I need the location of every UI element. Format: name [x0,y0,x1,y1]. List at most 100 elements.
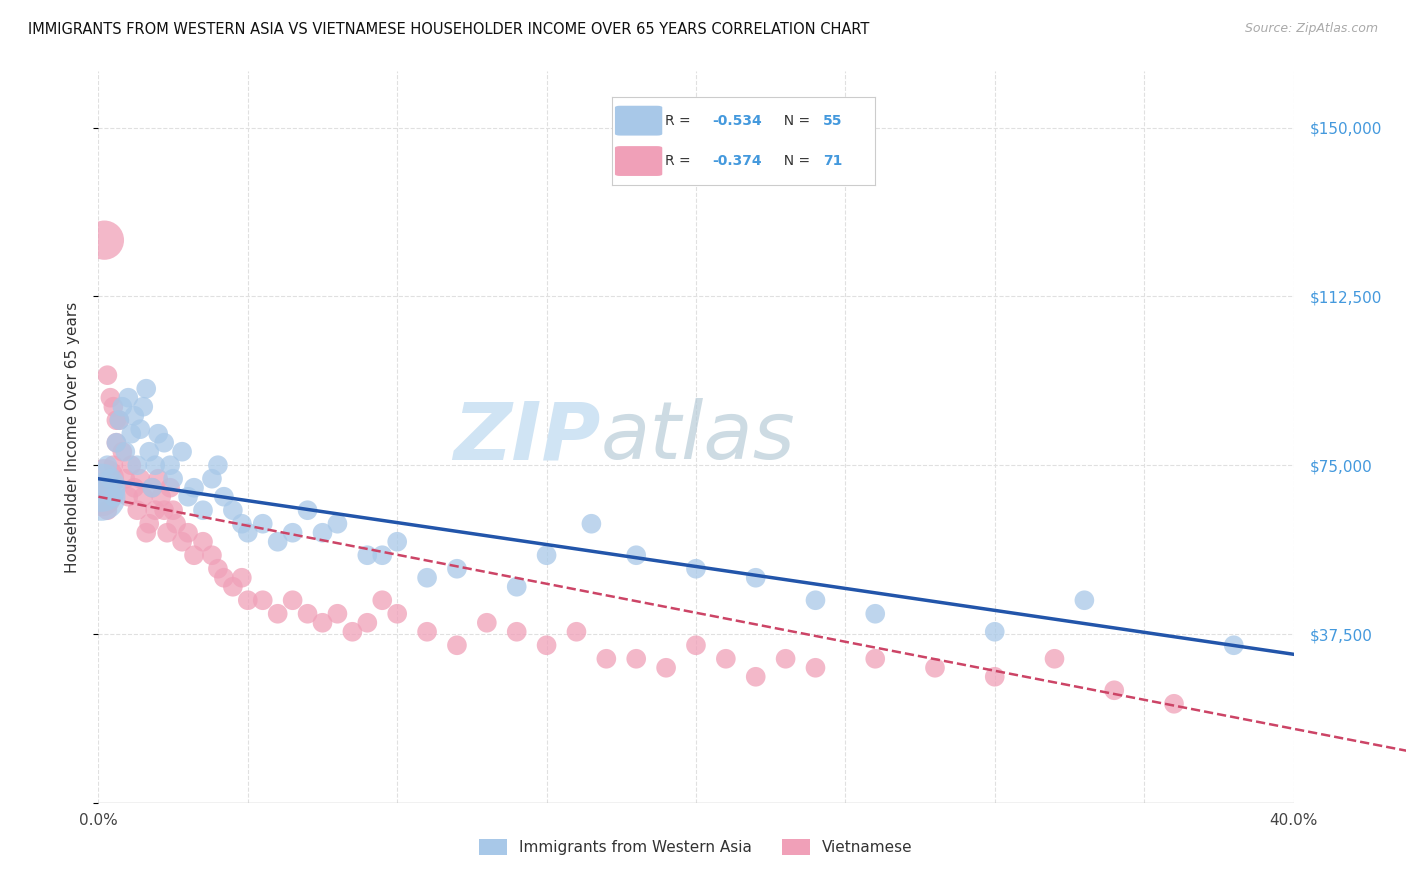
Point [129,422,152,436]
Point [311,525,333,540]
Point [135,525,157,540]
Point [201,548,224,562]
Point [207,458,229,473]
Point [475,615,498,630]
Point [90,490,112,504]
Point [162,472,184,486]
Point [201,472,224,486]
Point [326,516,349,531]
Point [356,548,378,562]
Point [177,490,200,504]
Text: IMMIGRANTS FROM WESTERN ASIA VS VIETNAMESE HOUSEHOLDER INCOME OVER 65 YEARS CORR: IMMIGRANTS FROM WESTERN ASIA VS VIETNAME… [28,22,869,37]
Point [111,400,134,414]
Point [165,516,187,531]
Y-axis label: Householder Income Over 65 years: Householder Income Over 65 years [65,301,80,573]
Point [183,481,205,495]
Point [103,490,125,504]
Point [446,638,468,652]
Point [172,534,194,549]
Point [138,444,160,458]
Point [984,624,1007,639]
Point [1223,638,1246,652]
Point [446,562,468,576]
Point [96,368,118,383]
Point [865,607,887,621]
Point [96,503,118,517]
Point [148,472,170,486]
Point [565,624,588,639]
Point [183,548,205,562]
Point [212,490,235,504]
Point [685,562,707,576]
Point [153,503,176,517]
Point [1043,652,1066,666]
Point [103,400,125,414]
Point [416,571,439,585]
Point [342,624,364,639]
Point [626,548,648,562]
Point [159,481,181,495]
Point [120,458,142,473]
Point [297,503,319,517]
Point [506,580,529,594]
Point [98,472,122,486]
Point [172,444,194,458]
Point [222,580,245,594]
Point [105,413,128,427]
Point [191,503,214,517]
Point [132,400,155,414]
Point [108,413,131,427]
Point [385,534,409,549]
Point [311,615,333,630]
Point [267,607,290,621]
Point [231,516,253,531]
Point [105,435,128,450]
Point [1104,683,1126,698]
Text: ZIP: ZIP [453,398,600,476]
Point [804,593,827,607]
Point [536,548,558,562]
Point [655,661,678,675]
Point [416,624,439,639]
Point [124,409,146,423]
Point [117,391,139,405]
Point [775,652,797,666]
Point [371,548,394,562]
Point [506,624,529,639]
Point [90,481,112,495]
Point [141,481,163,495]
Point [153,435,176,450]
Point [114,472,136,486]
Point [356,615,378,630]
Point [222,503,245,517]
Point [93,472,115,486]
Point [150,490,173,504]
Point [236,525,259,540]
Point [1163,697,1185,711]
Point [595,652,617,666]
Point [105,435,128,450]
Point [626,652,648,666]
Point [98,481,122,495]
Point [745,670,768,684]
Point [159,458,181,473]
Point [267,534,290,549]
Point [297,607,319,621]
Point [1073,593,1095,607]
Point [177,525,200,540]
Text: atlas: atlas [600,398,796,476]
Legend: Immigrants from Western Asia, Vietnamese: Immigrants from Western Asia, Vietnamese [472,833,920,861]
Point [162,503,184,517]
Point [984,670,1007,684]
Point [371,593,394,607]
Point [143,503,166,517]
Point [236,593,259,607]
Point [132,490,155,504]
Point [745,571,768,585]
Point [581,516,603,531]
Point [124,481,146,495]
Point [924,661,946,675]
Point [685,638,707,652]
Point [148,426,170,441]
Point [129,472,152,486]
